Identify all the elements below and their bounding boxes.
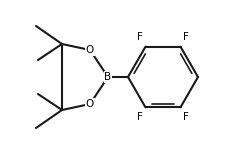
- Text: B: B: [104, 72, 112, 82]
- Text: O: O: [86, 45, 94, 55]
- Text: F: F: [137, 32, 143, 42]
- Text: F: F: [183, 112, 189, 122]
- Text: F: F: [137, 112, 143, 122]
- Text: F: F: [183, 32, 189, 42]
- Text: O: O: [86, 99, 94, 109]
